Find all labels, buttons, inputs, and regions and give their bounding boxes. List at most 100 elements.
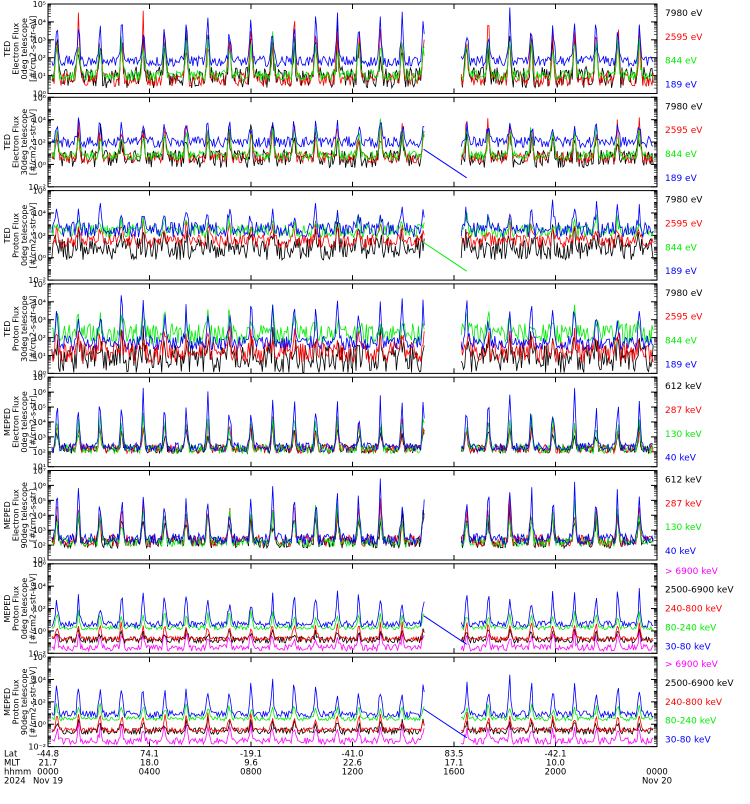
y-axis-label-line: Proton Flux — [12, 679, 21, 724]
y-axis-label-line: MEPED — [3, 595, 12, 623]
x-row-label: 2024 — [4, 777, 26, 787]
y-tick-label: 10² — [33, 231, 46, 240]
y-tick-label: 10⁴ — [33, 18, 46, 27]
x-tick-label-hhmm: 0000 — [37, 768, 59, 778]
legend-entry: 2595 eV — [665, 126, 703, 136]
y-tick-label: 10¹ — [33, 352, 46, 361]
legend-entry: > 6900 keV — [665, 567, 719, 577]
y-axis-label-line: [#/cm2-s-str-eV] — [29, 202, 38, 268]
x-tick-label-mlt: 9.6 — [244, 759, 258, 769]
y-tick-label: 10⁷ — [33, 467, 46, 476]
x-row-label: hhmm — [4, 768, 31, 778]
y-tick-label: 10¹ — [33, 463, 46, 472]
y-tick-label: 10³ — [33, 526, 46, 535]
series-trace — [51, 117, 654, 150]
series-trace — [51, 588, 654, 629]
y-tick-label: 10⁷ — [33, 373, 46, 382]
y-tick-label: 10³ — [33, 316, 46, 325]
y-axis-label-line: TED — [3, 227, 12, 244]
x-tick-label-lat: -19.1 — [240, 750, 262, 760]
y-axis-label-line: 0deg telescope — [20, 578, 29, 639]
series-trace — [51, 387, 654, 454]
legend-entry: 189 eV — [665, 267, 698, 277]
y-tick-label: 10⁶ — [33, 93, 46, 102]
y-axis-label: MEPED Proton Flux 90deg telescope [#/cm2-s-… — [3, 667, 38, 738]
y-tick-label: 10⁴ — [33, 209, 46, 218]
legend-entry: 240-800 keV — [665, 698, 723, 708]
series-trace — [51, 118, 654, 162]
y-tick-label: 10⁰ — [33, 720, 46, 729]
y-tick-label: 10⁵ — [33, 496, 46, 505]
y-axis-label-line: TED — [3, 134, 12, 151]
y-tick-label: 10⁵ — [33, 280, 46, 289]
y-axis-label-line: TED — [3, 321, 12, 338]
legend-entry: 844 eV — [665, 57, 698, 67]
y-tick-label: 10² — [33, 448, 46, 457]
series-trace — [51, 478, 654, 547]
y-axis-label-line: Electron Flux — [12, 22, 21, 74]
x-tick-label-mlt: 22.6 — [343, 759, 362, 769]
y-axis-label: MEPED Electron Flux 0deg telescope [#/cm2-s… — [3, 391, 38, 452]
x-tick-date: Nov 19 — [33, 777, 63, 787]
y-axis-label-line: TED — [3, 41, 12, 58]
series-trace — [51, 23, 654, 90]
y-tick-label: 10⁴ — [33, 582, 46, 591]
legend-entry: 287 keV — [665, 406, 702, 416]
gap-bridge-line — [423, 148, 467, 179]
y-tick-label: 10¹ — [33, 72, 46, 81]
legend-entry: 2500-6900 keV — [665, 679, 734, 689]
x-tick-label-hhmm: 0400 — [139, 768, 161, 778]
y-axis-label: MEPED Proton Flux 0deg telescope [#/cm2-s-s… — [3, 573, 38, 644]
series-trace — [51, 222, 654, 262]
legend-entry: 844 eV — [665, 150, 698, 160]
y-tick-label: 10⁰ — [33, 254, 46, 263]
y-tick-label: 10⁶ — [33, 187, 46, 196]
legend-entry: 2595 eV — [665, 313, 703, 323]
legend-entry: 40 keV — [665, 454, 697, 464]
y-axis-label: TED Proton Flux 30deg telescope [#/cm2-s-st… — [3, 295, 38, 362]
legend-entry: 30-80 keV — [665, 642, 711, 652]
y-axis-label-line: MEPED — [3, 408, 12, 436]
x-tick-label-mlt: 17.1 — [445, 759, 464, 769]
y-tick-label: 10⁰ — [33, 627, 46, 636]
series-trace — [51, 31, 654, 83]
legend-entry: 7980 eV — [665, 9, 703, 19]
y-tick-label: 10¹ — [33, 556, 46, 565]
legend-entry: 7980 eV — [665, 102, 703, 112]
y-tick-label: 10⁰ — [33, 369, 46, 378]
y-axis-label: TED Electron Flux 30deg telescope [#/cm2-s-… — [3, 109, 38, 176]
y-tick-label: 10⁴ — [33, 116, 46, 125]
y-tick-label: 10⁻² — [28, 276, 46, 285]
y-tick-label: 10⁻² — [28, 649, 46, 658]
gap-bridge-line — [423, 708, 467, 739]
y-tick-label: 10⁰ — [33, 90, 46, 99]
y-tick-label: 10⁵ — [33, 403, 46, 412]
y-tick-label: 10⁰ — [33, 160, 46, 169]
series-trace — [51, 721, 654, 746]
x-tick-label-lat: -41.0 — [342, 750, 364, 760]
y-axis-label-line: Proton Flux — [12, 213, 21, 258]
legend-entry: 240-800 keV — [665, 605, 723, 615]
y-axis-label-line: [#/cm2-s-str] — [29, 489, 38, 542]
y-axis-label-line: [#/cm2-s-str-eV] — [29, 16, 38, 82]
y-tick-label: 10⁶ — [33, 388, 46, 397]
y-axis-label-line: 90deg telescope — [20, 482, 29, 549]
legend-entry: 30-80 keV — [665, 736, 711, 746]
x-row-label: MLT — [4, 759, 21, 769]
series-trace — [51, 674, 654, 719]
y-tick-label: 10⁵ — [33, 0, 46, 9]
y-axis-label-line: MEPED — [3, 501, 12, 529]
y-axis-label-line: 90deg telescope — [20, 669, 29, 736]
x-tick-label-lat: -42.1 — [545, 750, 567, 760]
panel-frame — [47, 190, 658, 281]
y-tick-label: 10⁶ — [33, 560, 46, 569]
legend-entry: 844 eV — [665, 243, 698, 253]
y-axis-label-line: 0deg telescope — [20, 205, 29, 266]
y-tick-label: 10⁻² — [28, 743, 46, 752]
series-trace — [51, 499, 654, 548]
y-tick-label: 10⁶ — [33, 481, 46, 490]
y-tick-label: 10³ — [33, 433, 46, 442]
y-tick-label: 10² — [33, 138, 46, 147]
legend-entry: 130 keV — [665, 523, 702, 533]
y-tick-label: 10³ — [33, 36, 46, 45]
